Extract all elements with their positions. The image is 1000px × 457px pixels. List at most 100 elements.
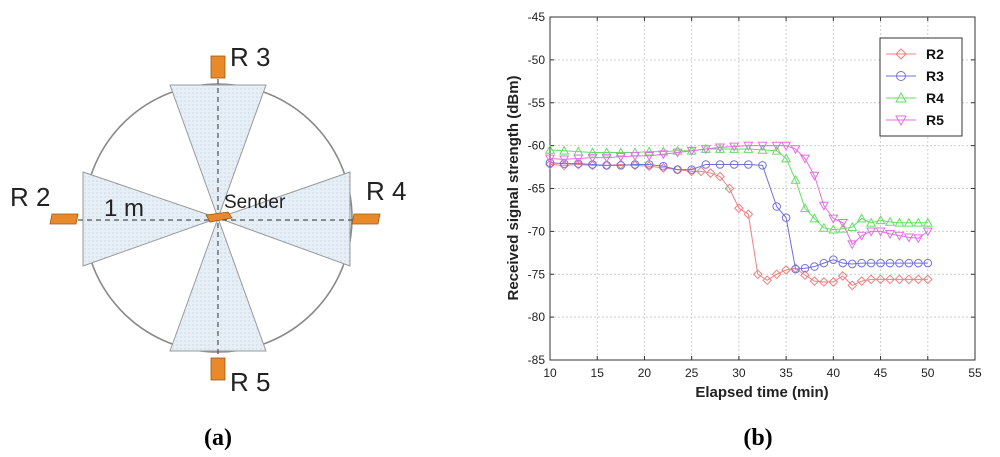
data-point-r2 (696, 166, 707, 177)
legend-label-r2: R2 (926, 46, 944, 62)
data-point-r5 (903, 233, 914, 243)
data-point-r4 (781, 153, 792, 163)
sector-right (216, 171, 351, 267)
data-point-r4 (544, 144, 556, 154)
data-point-r5 (799, 154, 811, 164)
data-point-r2 (894, 274, 905, 285)
data-point-r2 (828, 277, 839, 287)
caption-b: (b) (743, 425, 772, 451)
data-point-r2 (913, 274, 924, 285)
data-point-r4 (913, 217, 924, 227)
data-point-r5 (743, 141, 754, 151)
x-tick-label: 25 (685, 366, 699, 380)
data-point-r3 (758, 161, 767, 170)
receiver-r3-label: R 3 (230, 42, 270, 72)
data-point-r4 (644, 146, 655, 156)
data-point-r5 (818, 201, 829, 211)
x-tick-label: 50 (921, 366, 935, 380)
x-tick-label: 20 (638, 366, 652, 380)
data-point-r3 (574, 159, 583, 168)
data-point-r4 (856, 213, 867, 223)
data-point-r4 (884, 216, 896, 226)
data-point-r4 (559, 145, 570, 155)
receiver-r4-device (351, 213, 381, 225)
data-point-r5 (913, 234, 924, 244)
y-tick-label: -70 (528, 224, 546, 238)
ticks: 10 15 20 25 30 35 40 45 50 55 -45 -50 -55 -60 -65 -70 -7… (528, 10, 982, 380)
data-point-r3 (819, 258, 829, 268)
data-point-r4 (866, 217, 877, 227)
data-point-r3 (838, 258, 848, 268)
data-point-r5 (729, 142, 740, 152)
y-axis-title: Received signal strength (dBm) (505, 75, 522, 300)
data-point-r5 (757, 141, 768, 151)
data-point-r2 (903, 274, 914, 285)
data-point-r4 (790, 174, 801, 184)
data-point-r3 (857, 258, 866, 268)
data-point-r5 (781, 141, 792, 151)
y-tick-label: -60 (528, 139, 546, 153)
legend-label-r4: R4 (926, 90, 944, 106)
data-point-r5 (573, 154, 584, 164)
data-point-r3 (715, 160, 725, 169)
data-point-r3 (781, 213, 791, 222)
data-point-r5 (700, 145, 711, 155)
receiver-r2-device (49, 213, 79, 225)
caption-a: (a) (204, 425, 232, 451)
data-point-r5 (847, 240, 858, 250)
x-tick-label: 35 (779, 366, 793, 380)
data-point-r4 (903, 217, 914, 227)
x-tick-label: 30 (732, 366, 746, 380)
receiver-r5-device (210, 357, 226, 381)
series-group (544, 141, 933, 291)
series-line-r2 (549, 163, 928, 286)
legend-marker-r5 (895, 115, 907, 127)
data-point-r3 (673, 165, 682, 174)
data-point-r3 (687, 165, 696, 174)
data-point-r3 (866, 258, 876, 268)
data-point-r5 (686, 146, 697, 156)
receiver-r5-label: R 5 (230, 367, 270, 397)
data-point-r2 (724, 183, 735, 194)
data-point-r3 (701, 160, 711, 169)
data-point-r2 (818, 277, 829, 287)
data-point-r4 (799, 202, 811, 213)
data-point-r2 (705, 168, 716, 178)
series-r5 (544, 141, 933, 250)
data-point-r3 (659, 161, 668, 171)
y-tick-label: -75 (528, 267, 546, 281)
y-tick-label: -55 (528, 96, 546, 110)
data-point-r2 (743, 209, 754, 220)
data-point-r5 (875, 227, 886, 237)
data-point-r5 (884, 230, 896, 240)
data-point-r2 (800, 270, 810, 281)
data-point-r5 (856, 231, 867, 241)
data-point-r3 (800, 263, 810, 273)
setup-diagram: R 3 R 5 R 2 R 4 1 m Sender (a) (10, 42, 406, 451)
sender-device (205, 211, 233, 223)
data-point-r5 (790, 145, 801, 155)
x-tick-label: 10 (543, 366, 557, 380)
receiver-r4-label: R 4 (366, 176, 406, 206)
data-point-r4 (847, 221, 858, 231)
data-point-r5 (544, 154, 556, 164)
data-point-r2 (573, 159, 584, 170)
distance-label: 1 m (104, 195, 144, 222)
sender-label: Sender (224, 192, 286, 213)
data-point-r4 (809, 213, 820, 223)
data-point-r5 (559, 155, 570, 165)
data-point-r2 (809, 276, 820, 287)
x-axis-title: Elapsed time (min) (695, 384, 828, 401)
data-point-r3 (744, 160, 753, 169)
data-point-r2 (922, 274, 933, 285)
data-point-r5 (771, 141, 782, 151)
receiver-r3-device (210, 55, 226, 79)
data-point-r3 (914, 258, 923, 268)
data-point-r4 (894, 217, 905, 227)
data-point-r3 (904, 258, 914, 268)
y-tick-label: -65 (528, 182, 546, 196)
legend-marker-r4 (895, 91, 907, 103)
legend-label-r3: R3 (926, 68, 944, 84)
data-point-r4 (729, 143, 740, 153)
